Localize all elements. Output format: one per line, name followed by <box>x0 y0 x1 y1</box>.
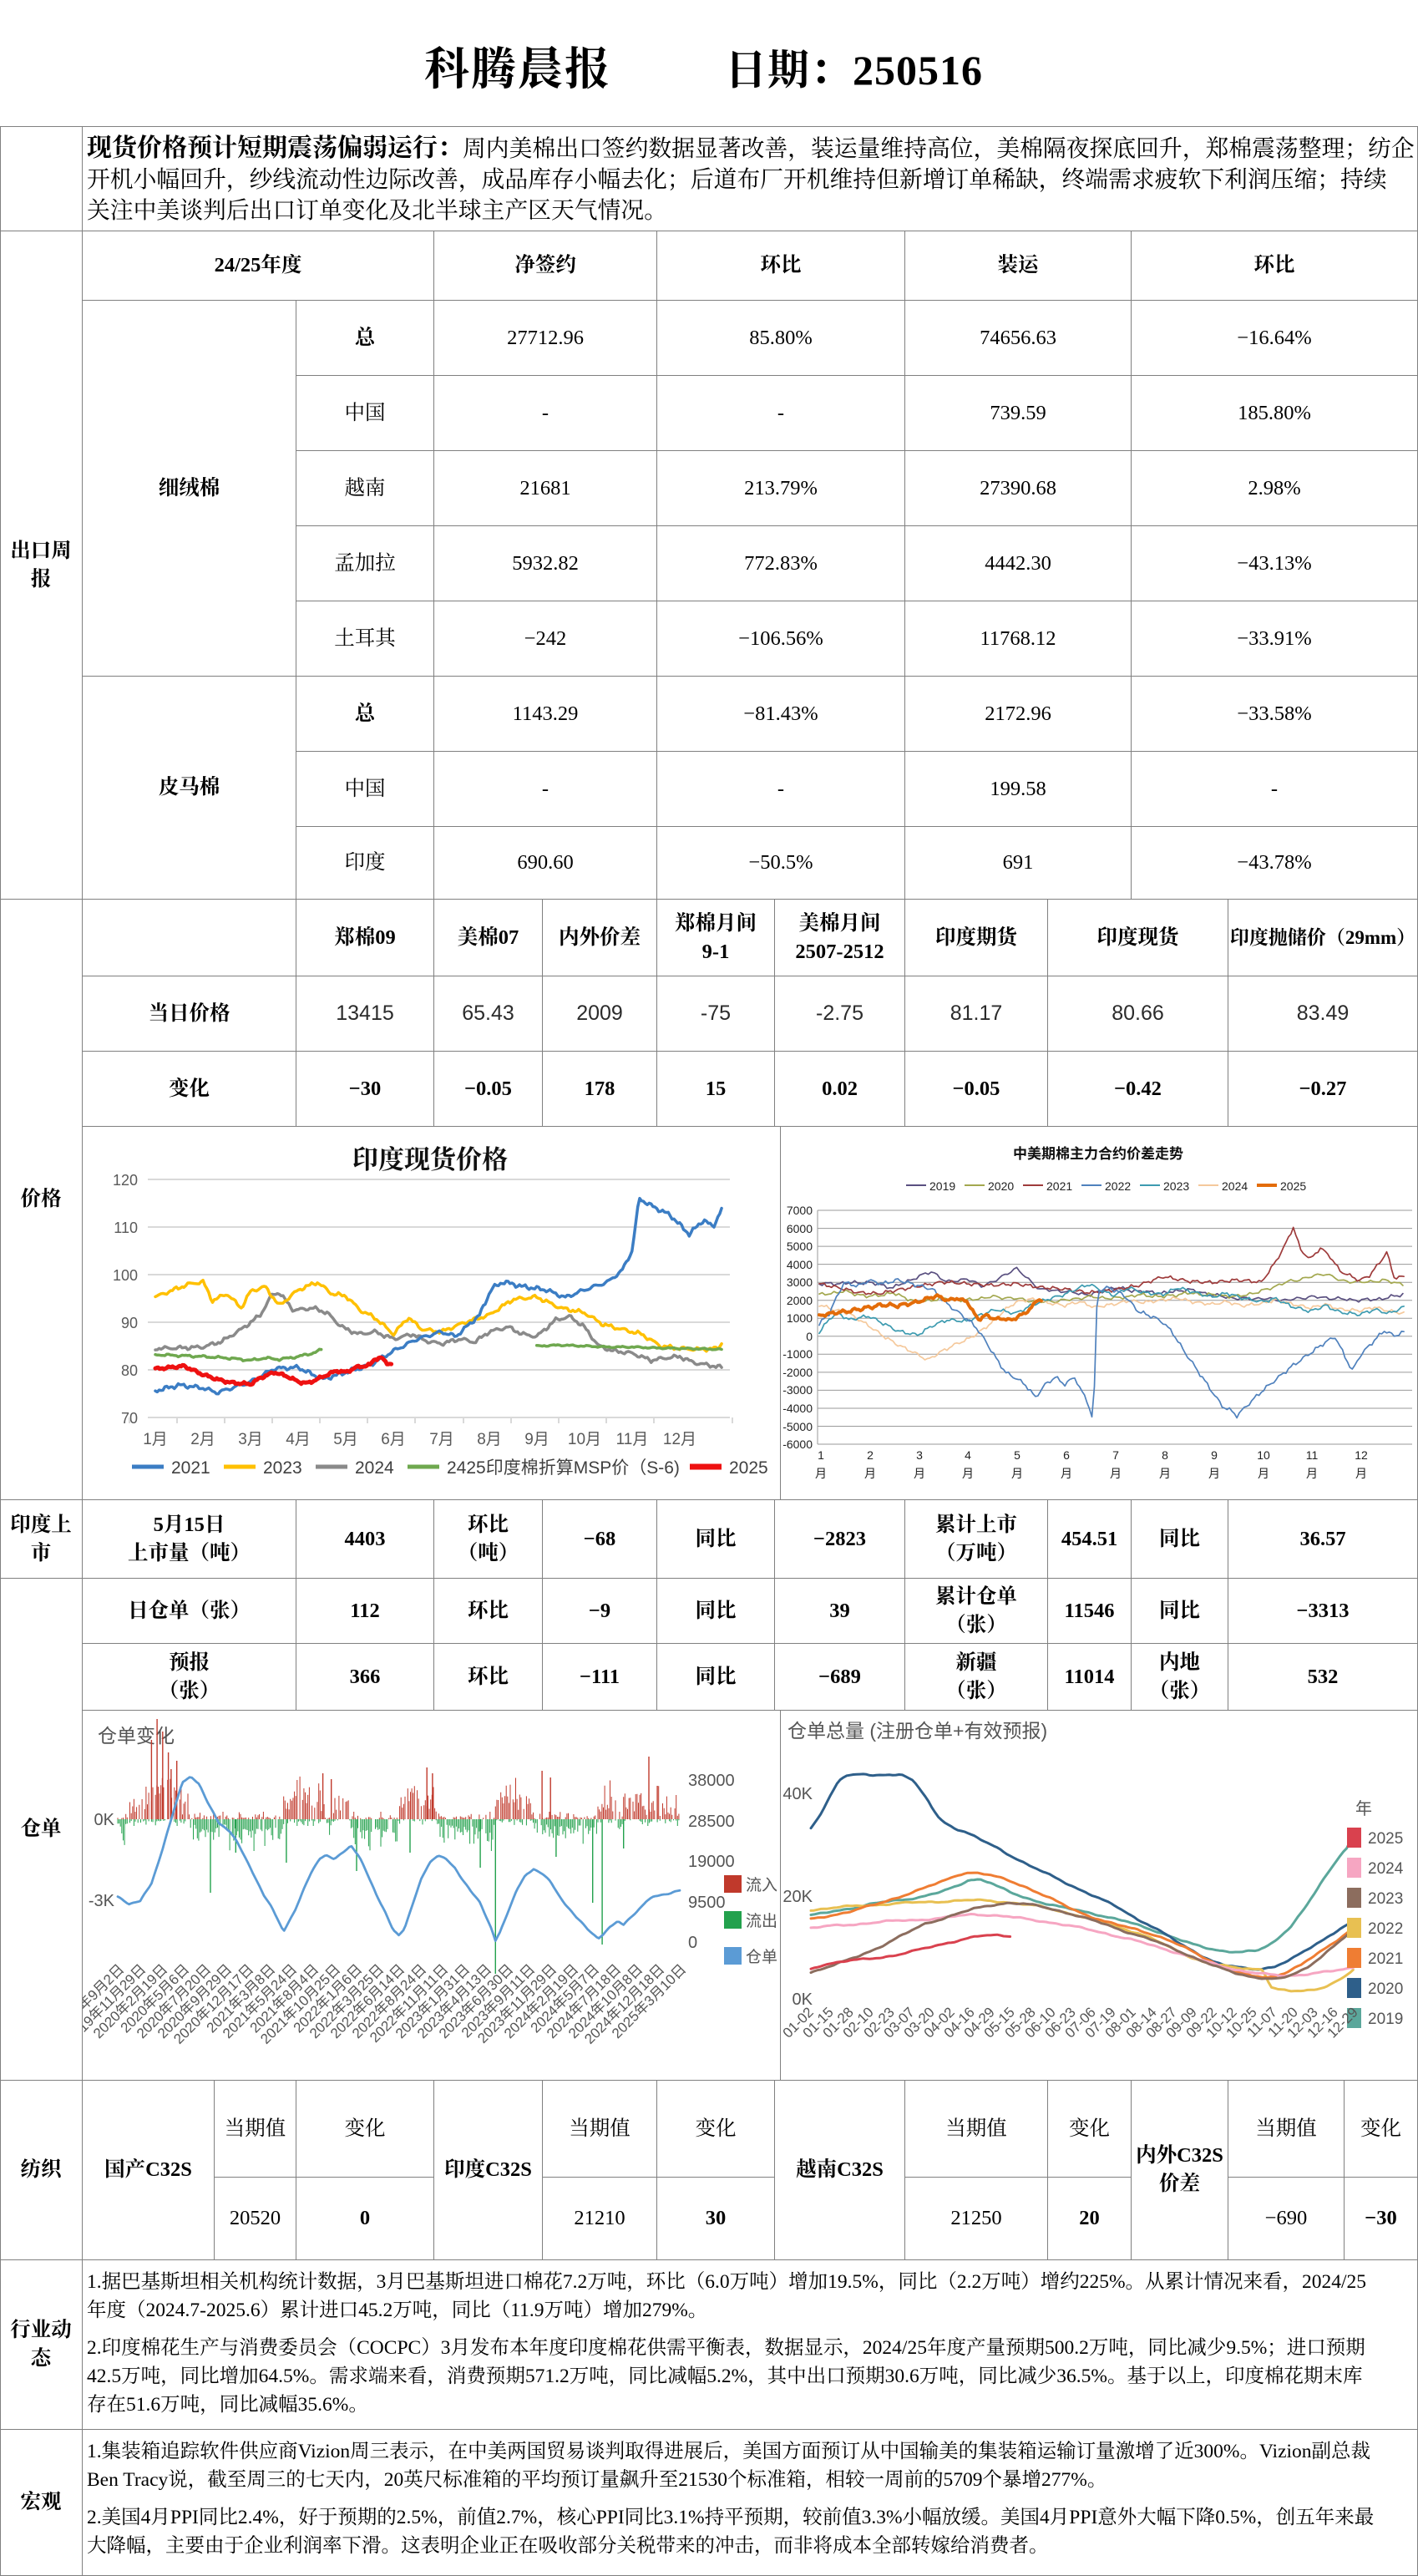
svg-text:8: 8 <box>1162 1448 1168 1462</box>
svg-text:-4000: -4000 <box>782 1402 813 1415</box>
svg-text:-2000: -2000 <box>782 1366 813 1379</box>
svg-text:年: 年 <box>1355 1799 1372 1818</box>
svg-text:2019: 2019 <box>1368 2011 1403 2028</box>
svg-text:2023: 2023 <box>263 1458 302 1478</box>
svg-text:40K: 40K <box>782 1785 813 1803</box>
svg-text:11: 11 <box>1306 1448 1319 1462</box>
svg-text:3000: 3000 <box>787 1275 813 1289</box>
svg-text:10: 10 <box>1257 1448 1270 1462</box>
svg-text:9月: 9月 <box>524 1431 549 1448</box>
svg-text:月: 月 <box>1355 1467 1367 1480</box>
svg-text:2022: 2022 <box>1368 1920 1403 1938</box>
svg-text:月: 月 <box>1159 1467 1171 1480</box>
svg-text:3月: 3月 <box>238 1431 263 1448</box>
svg-text:-3K: -3K <box>89 1892 115 1910</box>
svg-text:2024: 2024 <box>1368 1860 1404 1878</box>
svg-text:38000: 38000 <box>688 1772 735 1790</box>
svg-text:4: 4 <box>965 1448 971 1462</box>
svg-text:月: 月 <box>962 1467 974 1480</box>
svg-text:2023: 2023 <box>1368 1890 1403 1908</box>
svg-text:2024: 2024 <box>355 1458 394 1478</box>
svg-text:6000: 6000 <box>787 1222 813 1235</box>
svg-text:1: 1 <box>818 1448 824 1462</box>
svg-text:流出: 流出 <box>746 1912 777 1930</box>
svg-text:2023: 2023 <box>1163 1179 1189 1193</box>
svg-text:120: 120 <box>113 1172 138 1189</box>
svg-text:1月: 1月 <box>143 1431 168 1448</box>
svg-text:月: 月 <box>864 1467 876 1480</box>
svg-text:0K: 0K <box>94 1811 115 1829</box>
svg-text:6: 6 <box>1063 1448 1070 1462</box>
svg-text:9: 9 <box>1211 1448 1218 1462</box>
svg-text:月: 月 <box>1208 1467 1220 1480</box>
svg-text:10月: 10月 <box>568 1431 601 1448</box>
svg-text:流入: 流入 <box>746 1876 777 1894</box>
svg-text:中美期棉主力合约价差走势: 中美期棉主力合约价差走势 <box>1013 1145 1183 1162</box>
svg-text:仓单总量 (注册仓单+有效预报): 仓单总量 (注册仓单+有效预报) <box>787 1720 1047 1742</box>
svg-text:80: 80 <box>121 1362 138 1379</box>
svg-text:1000: 1000 <box>787 1311 813 1325</box>
svg-text:90: 90 <box>121 1315 138 1331</box>
svg-text:12: 12 <box>1355 1448 1368 1462</box>
svg-text:9500: 9500 <box>688 1894 726 1912</box>
svg-text:6月: 6月 <box>381 1431 406 1448</box>
svg-text:仓单: 仓单 <box>746 1948 777 1966</box>
svg-text:仓单变化: 仓单变化 <box>98 1725 175 1747</box>
svg-text:2月: 2月 <box>190 1431 215 1448</box>
svg-text:2021: 2021 <box>171 1458 210 1478</box>
svg-text:110: 110 <box>114 1220 138 1236</box>
svg-text:3: 3 <box>916 1448 923 1462</box>
svg-text:20K: 20K <box>782 1888 813 1906</box>
svg-text:2024: 2024 <box>1222 1179 1248 1193</box>
svg-text:0K: 0K <box>793 1990 813 2009</box>
svg-text:2021: 2021 <box>1046 1179 1072 1193</box>
svg-text:4000: 4000 <box>787 1258 813 1271</box>
svg-text:0: 0 <box>806 1330 813 1343</box>
svg-text:2: 2 <box>867 1448 874 1462</box>
svg-text:2025: 2025 <box>729 1458 768 1478</box>
svg-text:19000: 19000 <box>688 1853 735 1871</box>
svg-text:2020: 2020 <box>988 1179 1014 1193</box>
svg-text:5000: 5000 <box>787 1240 813 1253</box>
svg-text:-6000: -6000 <box>782 1438 813 1451</box>
svg-text:月: 月 <box>1306 1467 1318 1480</box>
svg-text:月: 月 <box>1061 1467 1072 1480</box>
svg-text:7: 7 <box>1112 1448 1119 1462</box>
svg-text:-5000: -5000 <box>782 1420 813 1433</box>
svg-text:月: 月 <box>1258 1467 1269 1480</box>
svg-text:11月: 11月 <box>616 1431 649 1448</box>
svg-text:2020: 2020 <box>1368 1980 1403 1998</box>
svg-text:2000: 2000 <box>787 1294 813 1307</box>
svg-text:7月: 7月 <box>429 1431 454 1448</box>
svg-text:2025: 2025 <box>1368 1830 1403 1848</box>
svg-text:-3000: -3000 <box>782 1383 813 1397</box>
svg-text:7000: 7000 <box>787 1204 813 1217</box>
svg-text:月: 月 <box>914 1467 925 1480</box>
svg-text:月: 月 <box>815 1467 827 1480</box>
svg-text:5: 5 <box>1014 1448 1020 1462</box>
svg-text:-1000: -1000 <box>782 1347 813 1361</box>
svg-text:12月: 12月 <box>663 1431 696 1448</box>
svg-text:28500: 28500 <box>688 1813 735 1831</box>
svg-text:100: 100 <box>113 1267 138 1284</box>
svg-text:2025: 2025 <box>1280 1179 1306 1193</box>
svg-text:8月: 8月 <box>477 1431 502 1448</box>
svg-text:月: 月 <box>1011 1467 1023 1480</box>
svg-text:2021: 2021 <box>1368 1950 1403 1968</box>
svg-text:4月: 4月 <box>286 1431 311 1448</box>
svg-text:印度现货价格: 印度现货价格 <box>352 1145 508 1174</box>
svg-text:0: 0 <box>688 1934 697 1952</box>
svg-text:2019: 2019 <box>929 1179 955 1193</box>
svg-text:5月: 5月 <box>333 1431 358 1448</box>
svg-text:2022: 2022 <box>1105 1179 1131 1193</box>
svg-text:2425印度棉折算MSP价（S-6): 2425印度棉折算MSP价（S-6) <box>447 1458 680 1478</box>
svg-text:月: 月 <box>1110 1467 1122 1480</box>
